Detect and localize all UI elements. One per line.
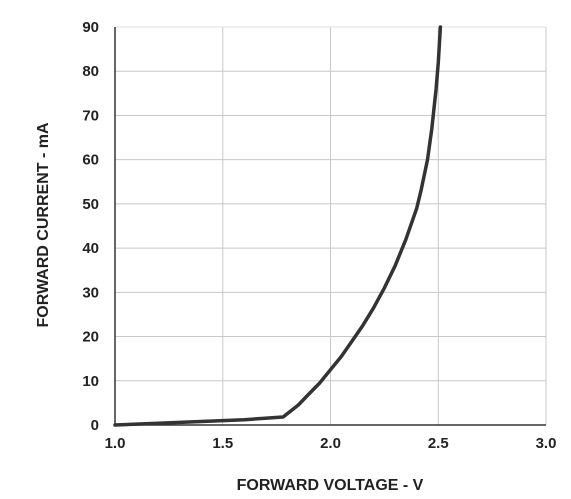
- y-tick-label: 90: [82, 19, 99, 36]
- x-tick-label: 2.5: [428, 435, 449, 452]
- iv-curve-line: [113, 25, 443, 427]
- y-tick-label: 40: [82, 240, 99, 257]
- y-tick-label: 0: [91, 417, 99, 434]
- y-tick-label: 70: [82, 107, 99, 124]
- x-axis-title: FORWARD VOLTAGE - V: [237, 477, 424, 494]
- y-tick-label: 80: [82, 63, 99, 80]
- x-axis-ticks: 1.0 1.5 2.0 2.5 3.0: [105, 435, 557, 452]
- x-tick-label: 3.0: [536, 435, 557, 452]
- y-tick-label: 60: [82, 152, 99, 169]
- y-axis-title: FORWARD CURRENT - mA: [35, 122, 52, 327]
- x-tick-label: 2.0: [320, 435, 341, 452]
- y-tick-label: 30: [82, 284, 99, 301]
- grid: [114, 26, 547, 426]
- y-tick-label: 10: [82, 373, 99, 390]
- series: [113, 25, 443, 427]
- y-tick-label: 20: [82, 329, 99, 346]
- y-axis-ticks: 0 10 20 30 40 50 60 70 80 90: [82, 19, 99, 434]
- x-tick-label: 1.0: [105, 435, 126, 452]
- x-tick-label: 1.5: [212, 435, 233, 452]
- y-tick-label: 50: [82, 196, 99, 213]
